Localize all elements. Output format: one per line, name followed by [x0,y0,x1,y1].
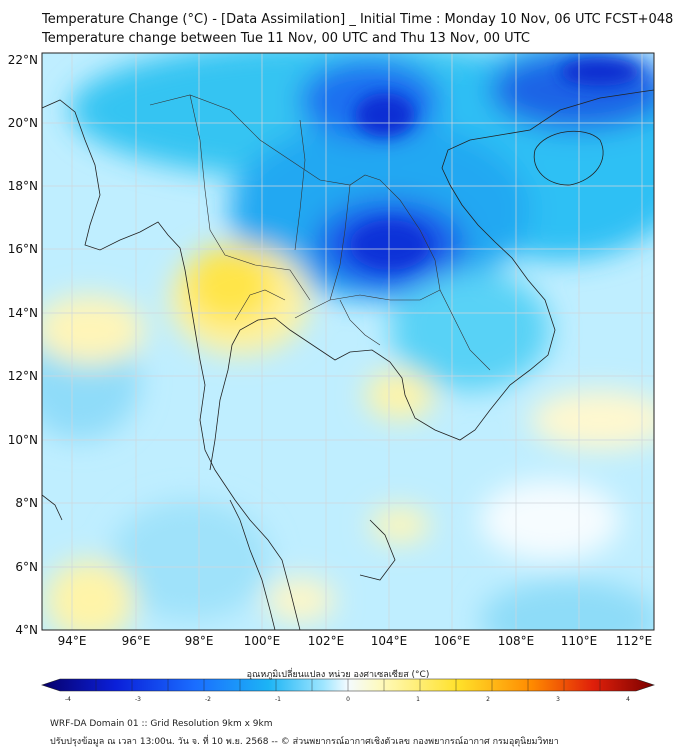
temperature-field [42,53,654,630]
lon-label: 100°E [244,634,281,648]
lat-label: 18°N [8,179,38,193]
lat-label: 10°N [8,433,38,447]
map-frame [41,52,655,631]
colorbar-tick: -2 [205,696,211,703]
lat-label: 20°N [8,116,38,130]
lat-label: 14°N [8,306,38,320]
colorbar-tick-labels: -4 -3 -2 -1 0 1 2 3 4 [65,696,630,703]
colorbar-tick: -1 [275,696,281,703]
lat-label: 4°N [15,623,38,637]
lon-label: 108°E [498,634,535,648]
colorbar: -4 -3 -2 -1 0 1 2 3 4 [41,678,655,703]
footer-credit: ปรับปรุงข้อมูล ณ เวลา 13:00น. วัน จ. ที่… [50,737,559,747]
colorbar-tick: 1 [416,696,420,703]
lon-label: 94°E [58,634,87,648]
lon-label: 112°E [616,634,653,648]
map-title: Temperature Change (°C) - [Data Assimila… [42,12,674,27]
lon-label: 104°E [371,634,408,648]
colorbar-title: อุณหภูมิเปลี่ยนแปลง หน่วย องศาเซลเซียส (… [246,670,430,680]
colorbar-tick: 4 [626,696,630,703]
coastlines [42,89,654,630]
lat-label: 6°N [15,560,38,574]
lat-label: 8°N [15,496,38,510]
colorbar-tick: 0 [346,696,350,703]
lon-label: 106°E [434,634,471,648]
lon-label: 96°E [122,634,151,648]
lat-label: 22°N [8,53,38,67]
colorbar-tick: -3 [135,696,141,703]
colorbar-tick: -4 [65,696,71,703]
lon-label: 102°E [308,634,345,648]
grid-lines [42,53,654,630]
longitude-labels: 94°E 96°E 98°E 100°E 102°E 104°E 106°E 1… [58,634,653,648]
colorbar-tick: 2 [486,696,490,703]
lon-label: 98°E [185,634,214,648]
lon-label: 110°E [561,634,598,648]
footer-model-info: WRF-DA Domain 01 :: Grid Resolution 9km … [50,719,273,729]
colorbar-segment-lines [95,679,601,691]
lat-label: 12°N [8,369,38,383]
lat-label: 16°N [8,242,38,256]
country-borders [149,94,491,371]
latitude-labels: 22°N 20°N 18°N 16°N 14°N 12°N 10°N 8°N 6… [8,53,38,637]
map-subtitle: Temperature change between Tue 11 Nov, 0… [42,31,530,46]
colorbar-tick: 3 [556,696,560,703]
